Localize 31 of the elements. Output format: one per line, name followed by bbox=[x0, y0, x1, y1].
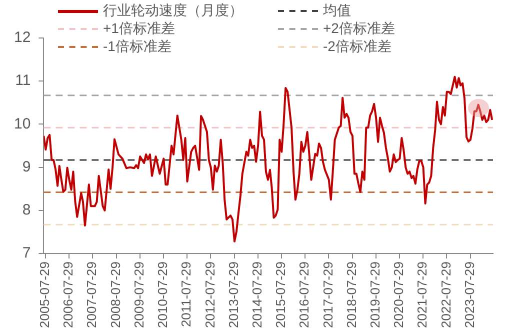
x-tick-label: 2018-07-29 bbox=[344, 262, 359, 328]
legend-label: +1倍标准差 bbox=[103, 20, 175, 38]
legend-label: -2倍标准差 bbox=[323, 38, 392, 56]
legend-label: +2倍标准差 bbox=[323, 20, 395, 38]
x-tick-label: 2006-07-29 bbox=[60, 262, 76, 328]
y-tick-label: 7 bbox=[22, 244, 31, 262]
legend-label: 行业轮动速度（月度） bbox=[103, 2, 243, 20]
y-tick-label: 11 bbox=[15, 72, 31, 90]
x-tick-label: 2007-07-29 bbox=[84, 262, 100, 328]
x-tick-label: 2014-07-29 bbox=[249, 262, 264, 328]
x-tick-label: 2022-07-29 bbox=[438, 262, 454, 328]
x-tick-label: 2019-07-29 bbox=[367, 262, 382, 328]
x-tick-label: 2012-07-29 bbox=[202, 262, 218, 328]
x-tick-label: 2008-07-29 bbox=[108, 262, 123, 328]
x-tick-label: 2009-07-29 bbox=[131, 262, 146, 328]
x-tick-label: 2021-07-29 bbox=[414, 262, 430, 328]
x-tick-label: 2020-07-29 bbox=[391, 262, 406, 328]
y-tick-label: 9 bbox=[22, 158, 31, 176]
y-tick-label: 12 bbox=[14, 29, 31, 46]
x-tick-label: 2023-07-29 bbox=[462, 262, 477, 328]
x-tick-label: 2017-07-29 bbox=[320, 262, 336, 328]
x-tick-label: 2015-07-29 bbox=[273, 262, 288, 328]
legend-label: -1倍标准差 bbox=[103, 38, 172, 56]
legend-label: 均值 bbox=[323, 2, 351, 20]
x-tick-label: 2011-07-29 bbox=[178, 262, 194, 328]
y-tick-label: 8 bbox=[22, 202, 31, 219]
x-tick-label: 2005-07-29 bbox=[37, 262, 52, 328]
x-tick-label: 2010-07-29 bbox=[155, 262, 170, 328]
y-tick-label: 10 bbox=[14, 115, 31, 132]
x-tick-label: 2016-07-29 bbox=[296, 262, 312, 328]
x-tick-label: 2013-07-29 bbox=[226, 262, 241, 328]
